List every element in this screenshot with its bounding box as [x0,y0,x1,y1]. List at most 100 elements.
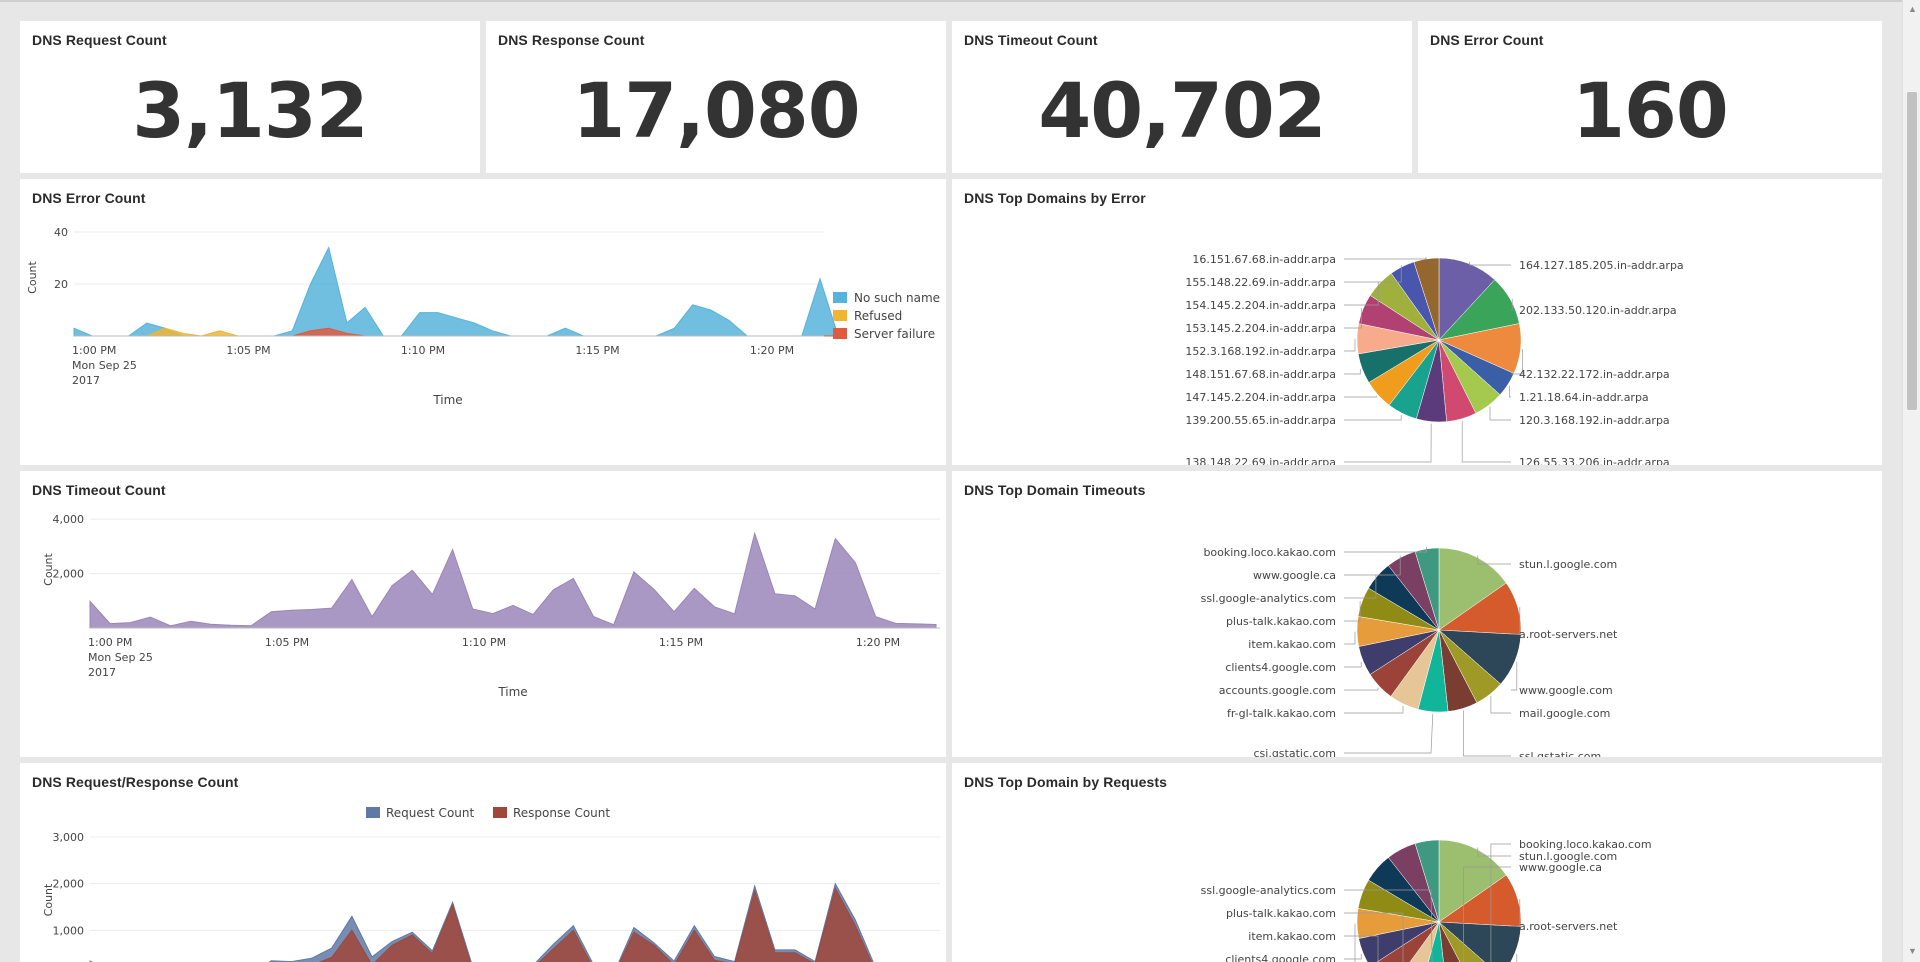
x-tick-label: 1:20 PM [750,344,794,357]
pie-leader-line [1344,546,1427,553]
pie-leader-line [1344,265,1402,283]
pie-leader-line [1511,349,1523,375]
pie-label: fr-gl-talk.kakao.com [1227,707,1336,720]
pie-leader-line [1354,923,1356,962]
timeout-count-chart: 2,000 4,000 Count 1:00 PM 1:05 PM 1:10 PM 1:15… [42,513,940,699]
x-axis-label: Time [497,685,527,699]
pie-leader-line [1344,953,1362,960]
pie-label: 42.132.22.172.in-addr.arpa [1519,368,1670,381]
pie-label: a.root-servers.net [1519,920,1618,933]
legend-swatch-0 [366,807,380,818]
legend-label: Server failure [854,327,935,341]
panel-title: DNS Error Count [1430,32,1544,48]
pie-leader-line [1344,423,1432,463]
pie-slice-0 [1438,547,1507,631]
pie-label: 148.151.67.68.in-addr.arpa [1185,368,1336,381]
pie-label: clients4.google.com [1225,661,1336,674]
x-tick-label: 1:10 PM [401,344,445,357]
top-error-panel: DNS Top Domains by Error 164.127.185.205… [952,179,1882,465]
pie-label: 202.133.50.120.in-addr.arpa [1519,304,1677,317]
pie-label: 153.145.2.204.in-addr.arpa [1185,322,1336,335]
pie-slice-2 [1438,921,1522,962]
scroll-thumb[interactable] [1907,92,1917,410]
pie-leader-line [1511,298,1513,311]
pie-label: booking.loco.kakao.com [1203,546,1336,559]
reqresp-count-panel: DNS Request/Response Count 1,000 2,000 3,0… [20,763,946,962]
pie-label: 152.3.168.192.in-addr.arpa [1185,345,1336,358]
x-tick-label: 1:05 PM [265,636,309,649]
pie-label: ssl.google-analytics.com [1201,884,1336,897]
y-tick-label: 20 [54,278,68,291]
pie-leader-line [1344,705,1404,714]
metric-value: 3,132 [132,66,368,155]
pie-label: 147.145.2.204.in-addr.arpa [1185,391,1336,404]
pie-leader-line [1344,631,1356,645]
pie-leader-line [1344,713,1434,754]
pie-leader-line [1344,912,1404,962]
pie-label: 154.145.2.204.in-addr.arpa [1185,299,1336,312]
legend-label: No such name [854,291,940,305]
error-count-panel: DNS Error Count 20 40 Count 1:00 PM 1:05 PM 1… [20,179,946,465]
pie-leader-line [1344,601,1361,622]
pie-leader-line [1344,396,1377,398]
pie-leader-line [1344,661,1362,668]
panel-title: DNS Request Count [32,32,167,48]
reqresp-count-chart: 1,000 2,000 3,000 Count Request Count Respons… [42,806,940,962]
y-tick-label: 1,000 [53,924,85,937]
pie-leader-line [1490,843,1511,962]
x-tick-label: 1:15 PM [575,344,619,357]
scroll-up-arrow-icon[interactable]: ▲ [1908,4,1917,14]
pie-leader-line [1489,406,1511,421]
x-date-label: Mon Sep 25 [72,359,137,372]
pie-leader-line [1344,555,1401,576]
pie-label: item.kakao.com [1248,638,1336,651]
y-tick-label: 2,000 [53,568,85,581]
pie-label: 138.148.22.69.in-addr.arpa [1185,456,1336,465]
pie-label: csi.gstatic.com [1253,747,1336,757]
pie-label: 126.55.33.206.in-addr.arpa [1519,456,1670,465]
pie-label: www.google.ca [1253,569,1336,582]
pie-leader-line [1344,257,1427,260]
panel-title: DNS Request/Response Count [32,774,239,790]
pie-label: 1.21.18.64.in-addr.arpa [1519,391,1649,404]
pie-leader-line [1490,696,1511,714]
pie-leader-line [1344,415,1402,421]
pie-leader-line [1463,866,1511,962]
pie-leader-line [1344,338,1356,352]
pie-label: ssl.gstatic.com [1519,750,1601,757]
legend-swatch-2 [833,328,847,339]
timeout-count-panel: DNS Timeout Count 2,000 4,000 Count 1:00 PM… [20,471,946,757]
pie-leader-line [1344,308,1362,329]
top-border [0,0,1920,2]
metric-value: 160 [1572,66,1729,155]
x-tick-label: 1:00 PM [88,636,132,649]
pie-label: plus-talk.kakao.com [1226,907,1336,920]
dashboard: DNS Request Count 3,132 DNS Response Cou… [20,21,1882,962]
pie-label: 120.3.168.192.in-addr.arpa [1519,414,1670,427]
x-tick-label: 1:05 PM [226,344,270,357]
vertical-scrollbar[interactable]: ▲ ▼ [1902,0,1920,962]
error-count-chart: 20 40 Count 1:00 PM 1:05 PM 1:10 PM 1:15 PM 1:2… [26,226,940,407]
x-date-label: 2017 [72,374,100,387]
scroll-down-arrow-icon[interactable]: ▼ [1908,946,1917,956]
legend-label: Response Count [513,806,610,820]
pie-leader-line [1511,607,1521,635]
pie-label: a.root-servers.net [1519,628,1618,641]
pie-slice-3 [1438,921,1485,962]
pie-label: 164.127.185.205.in-addr.arpa [1519,259,1684,272]
series-area-0 [73,246,839,337]
pie-slice-4 [1438,921,1461,962]
x-tick-label: 1:15 PM [659,636,703,649]
metric-value: 17,080 [572,66,860,155]
pie-label: www.google.com [1519,684,1613,697]
pie-label: www.google.ca [1519,861,1602,874]
y-tick-label: 2,000 [53,878,85,891]
pie-leader-line [1344,574,1377,599]
series-area-0 [89,531,937,629]
top-error-pie: 164.127.185.205.in-addr.arpa 202.133.50.1… [1185,253,1684,465]
top-timeouts-pie: stun.l.google.com a.root-servers.net www.g… [1201,546,1618,757]
pie-label: booking.loco.kakao.com [1519,838,1652,851]
metric-panel-request: DNS Request Count 3,132 [20,21,480,173]
panel-title: DNS Top Domains by Error [964,190,1146,206]
legend-swatch-1 [833,310,847,321]
